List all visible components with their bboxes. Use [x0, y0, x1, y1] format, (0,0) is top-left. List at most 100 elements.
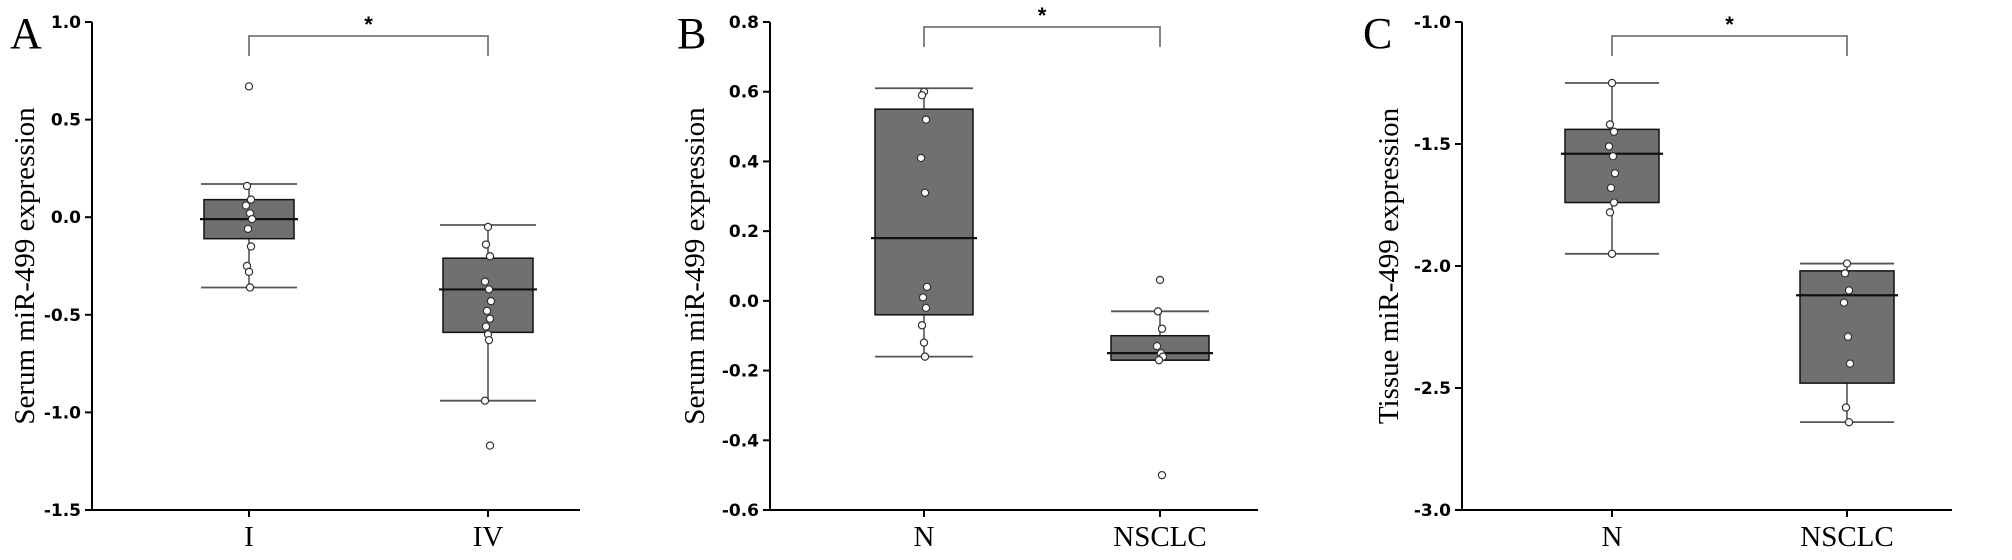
data-point: [1608, 151, 1618, 161]
data-point: [481, 240, 491, 249]
data-point: [484, 285, 494, 294]
y-tick-label: 0.8: [729, 13, 759, 33]
data-point: [1153, 307, 1163, 316]
data-point: [483, 222, 493, 232]
panel-letter: C: [1363, 9, 1392, 58]
data-point: [1609, 198, 1619, 207]
data-point: [244, 82, 254, 91]
y-axis-label: Serum miR-499 expression: [679, 107, 711, 425]
data-point: [485, 441, 495, 450]
y-tick-label: 0.0: [729, 292, 759, 312]
x-tick-label: NSCLC: [1800, 521, 1893, 553]
y-tick-label: -2.0: [1414, 257, 1451, 277]
data-point: [1843, 332, 1853, 341]
x-tick-label: N: [1602, 521, 1623, 553]
data-point: [922, 282, 932, 292]
data-point: [917, 90, 927, 100]
data-point: [920, 188, 930, 197]
data-point: [920, 352, 930, 361]
significance-star: *: [1725, 12, 1734, 37]
x-tick-label: I: [244, 521, 254, 553]
y-axis-label: Tissue miR-499 expression: [1373, 107, 1405, 424]
y-tick-label: -0.2: [722, 362, 759, 382]
data-point: [247, 214, 257, 224]
x-tick-label: NSCLC: [1113, 521, 1206, 553]
box-iv: IV: [439, 222, 537, 553]
data-point: [246, 242, 256, 251]
y-tick-label: -1.5: [44, 501, 81, 521]
y-tick-label: -0.6: [722, 501, 759, 521]
data-point: [1840, 269, 1850, 278]
data-point: [1839, 298, 1849, 307]
data-point: [244, 267, 254, 277]
data-point: [1607, 249, 1617, 258]
data-point: [917, 321, 927, 330]
box-i: I: [200, 82, 298, 553]
box-nsclc: NSCLC: [1107, 275, 1213, 553]
data-point: [480, 277, 490, 286]
y-tick-label: -2.5: [1414, 379, 1451, 399]
data-point: [1610, 169, 1620, 178]
data-point: [246, 195, 256, 204]
data-point: [480, 396, 490, 405]
data-point: [921, 115, 931, 124]
y-tick-label: -0.5: [44, 306, 81, 326]
y-tick-label: 0.2: [729, 222, 759, 242]
data-point: [242, 181, 252, 191]
y-tick-label: -0.4: [722, 431, 759, 451]
data-point: [481, 322, 491, 331]
data-point: [241, 201, 251, 210]
data-point: [1605, 120, 1615, 129]
data-point: [918, 293, 928, 302]
data-point: [1609, 127, 1619, 136]
y-tick-label: 0.5: [51, 111, 81, 131]
significance-star: *: [364, 12, 373, 37]
significance-bracket: [923, 26, 1161, 47]
data-point: [1157, 470, 1167, 480]
y-axis-label: Serum miR-499 expression: [9, 107, 41, 425]
data-point: [1844, 286, 1854, 295]
data-point: [1841, 403, 1851, 412]
data-point: [921, 303, 931, 313]
data-point: [1844, 417, 1854, 427]
data-point: [1607, 78, 1617, 88]
data-point: [1155, 275, 1165, 285]
data-point: [1605, 208, 1615, 217]
box-n: N: [871, 87, 977, 553]
y-tick-label: 1.0: [51, 13, 81, 33]
data-point: [1842, 259, 1852, 268]
box-nsclc: NSCLC: [1796, 259, 1898, 553]
data-point: [486, 296, 496, 306]
data-point: [916, 153, 926, 163]
y-tick-label: -3.0: [1414, 501, 1451, 521]
box-n: N: [1561, 78, 1663, 553]
significance-bracket: [1611, 35, 1848, 56]
data-point: [482, 306, 492, 316]
data-point: [245, 283, 255, 292]
data-point: [243, 224, 253, 234]
y-tick-label: -1.0: [44, 403, 81, 423]
data-point: [1157, 324, 1167, 333]
data-point: [485, 252, 495, 261]
box-iqr: [874, 108, 974, 316]
data-point: [1845, 359, 1855, 368]
panel-c: C Tissue miR-499 expression -3.0 -2.5 -2.0 -1…: [1363, 9, 1952, 553]
data-point: [919, 338, 929, 347]
x-tick-label: IV: [473, 521, 504, 553]
data-point: [1606, 183, 1616, 193]
x-tick-label: N: [914, 521, 935, 553]
significance-star: *: [1038, 3, 1047, 28]
panel-letter: B: [677, 9, 706, 58]
data-point: [1604, 142, 1614, 151]
y-tick-label: 0.0: [51, 208, 81, 228]
data-point: [1152, 341, 1162, 351]
y-tick-label: -1.0: [1414, 13, 1451, 33]
panel-a: A Serum miR-499 expression -1.5 -1.0 -0.5 0.0…: [9, 9, 580, 553]
y-tick-label: -1.5: [1414, 135, 1451, 155]
panel-b: B Serum miR-499 expression -0.6 -0.4 -0.2 0.0…: [677, 3, 1258, 553]
significance-bracket: [248, 35, 489, 56]
data-point: [485, 314, 495, 323]
y-tick-label: 0.4: [729, 152, 759, 172]
data-point: [484, 335, 494, 345]
